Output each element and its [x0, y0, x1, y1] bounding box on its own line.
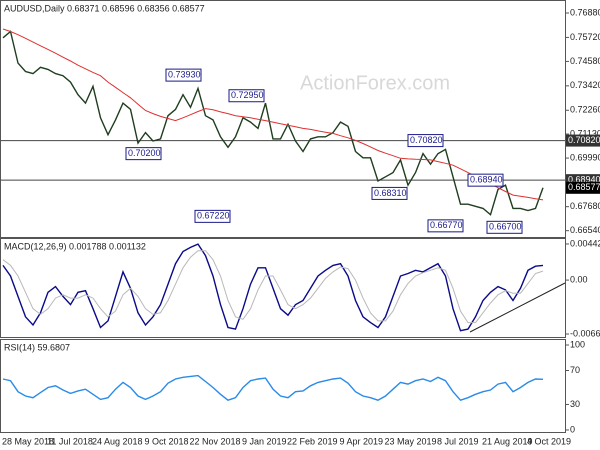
annotation-box [467, 173, 504, 187]
watermark: ActionForex.com [300, 72, 450, 94]
x-tick-label: 9 Oct 2018 [145, 436, 189, 446]
annotation-box [407, 134, 444, 148]
annotation-box [194, 209, 231, 223]
y-tick-label: 0.76880 [570, 7, 600, 17]
y-tick-label: -0.006603 [570, 328, 600, 338]
annotation-label: 0.70200 [128, 148, 161, 158]
x-tick-label: 21 Aug 2019 [482, 436, 533, 446]
series-line [2, 250, 544, 324]
macd-trendline [469, 282, 566, 333]
annotation-box [371, 186, 408, 200]
y-tick-label: 0.004423 [570, 238, 600, 248]
x-tick-label: 28 May 2018 [2, 436, 54, 446]
annotation-box [486, 220, 523, 234]
y-tick-label: 0.69990 [570, 152, 600, 162]
x-tick-label: 4 Oct 2019 [527, 436, 571, 446]
x-tick-label: 24 Aug 2018 [92, 436, 143, 446]
y-tick-label: 0.74580 [570, 56, 600, 66]
y-tick-label: 0 [570, 424, 575, 434]
annotation-label: 0.67220 [197, 211, 230, 221]
level-label: 0.70820 [568, 135, 600, 145]
panel-title: RSI(14) 59.6807 [4, 342, 70, 352]
annotation-box [427, 219, 464, 233]
x-tick-label: 23 May 2019 [385, 436, 437, 446]
annotation-label: 0.68310 [374, 188, 407, 198]
annotation-label: 0.68940 [470, 175, 503, 185]
y-tick-label: 70 [570, 365, 580, 375]
y-tick-label: 0.00 [570, 274, 588, 284]
y-tick-label: 0.71130 [570, 128, 600, 138]
macd-panel [0, 238, 566, 338]
y-tick-label: 0.67680 [570, 201, 600, 211]
annotation-label: 0.66700 [489, 222, 522, 232]
annotation-box [165, 68, 202, 82]
y-tick-label: 30 [570, 399, 580, 409]
y-tick-label: 0.66540 [570, 225, 600, 235]
series-line [2, 374, 544, 402]
x-tick-label: 9 Jan 2019 [242, 436, 287, 446]
y-tick-label: 100 [570, 339, 585, 349]
panel-title: MACD(12,26,9) 0.001788 0.001132 [4, 241, 146, 251]
annotation-box [125, 147, 162, 161]
x-tick-label: 11 Jul 2018 [47, 436, 93, 446]
annotation-label: 0.73930 [168, 69, 201, 79]
x-tick-label: 9 Apr 2019 [340, 436, 384, 446]
x-tick-label: 8 Jul 2019 [437, 436, 479, 446]
panel-title: AUDUSD,Daily 0.68371 0.68596 0.68356 0.6… [4, 3, 205, 13]
price-panel [0, 0, 566, 238]
y-tick-label: 0.75720 [570, 32, 600, 42]
y-tick-label: 0.73420 [570, 80, 600, 90]
x-tick-label: 22 Feb 2019 [287, 436, 338, 446]
price-box [566, 181, 600, 194]
series-line [2, 243, 544, 332]
series-line [2, 28, 544, 201]
y-tick-label: 0.72260 [570, 105, 600, 115]
annotation-box [228, 89, 265, 103]
price-label: 0.68577 [568, 182, 600, 192]
rsi-panel [0, 339, 566, 433]
series-line [2, 30, 544, 216]
annotation-label: 0.70820 [410, 135, 443, 145]
x-tick-label: 22 Nov 2018 [190, 436, 241, 446]
level-box [566, 134, 600, 147]
annotation-label: 0.72950 [231, 90, 264, 100]
level-label: 0.68940 [568, 175, 600, 185]
annotation-label: 0.66770 [430, 220, 463, 230]
